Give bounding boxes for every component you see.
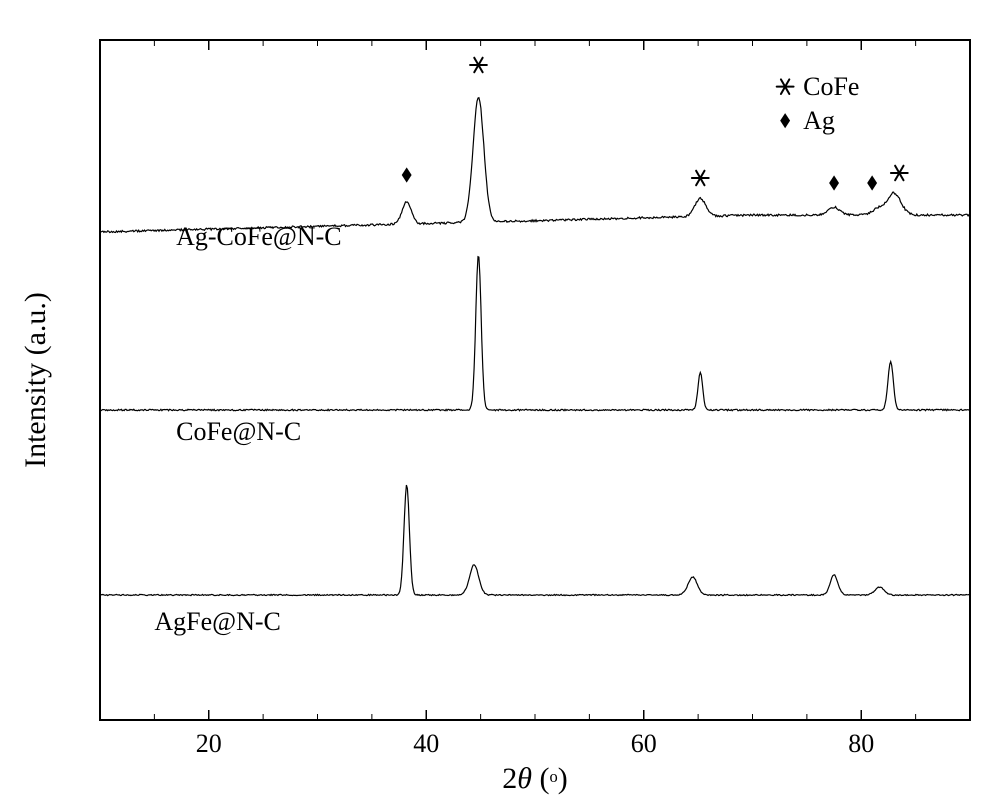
x-tick-label: 80 <box>848 729 874 758</box>
y-axis-label: Intensity (a.u.) <box>19 292 52 468</box>
x-tick-label: 20 <box>196 729 222 758</box>
chart-container: 20 40 60 80 2θ (o) Intensity (a.u.) Ag-CoFe@N-… <box>0 0 1000 802</box>
curve-label-cofe-nc: CoFe@N-C <box>176 417 301 446</box>
x-axis-label: 2θ (o) <box>502 762 568 795</box>
xrd-chart-svg: 20 40 60 80 2θ (o) Intensity (a.u.) Ag-CoFe@N-… <box>0 0 1000 802</box>
curve-label-ag-cofe-nc: Ag-CoFe@N-C <box>176 222 342 251</box>
legend-label: Ag <box>803 106 835 135</box>
x-tick-label: 40 <box>413 729 439 758</box>
legend-label: CoFe <box>803 72 859 101</box>
curve-label-agfe-nc: AgFe@N-C <box>154 607 281 636</box>
x-tick-label: 60 <box>631 729 657 758</box>
